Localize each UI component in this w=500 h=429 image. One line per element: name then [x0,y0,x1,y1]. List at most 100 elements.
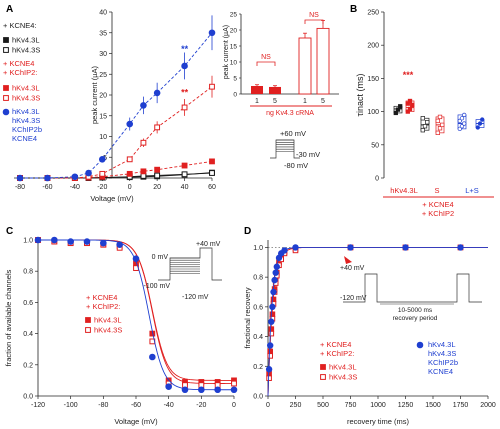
data-point [480,117,485,122]
y-axis-label: fraction of available channels [4,269,13,366]
x-tick-label: 0 [128,184,132,191]
legend-marker [320,364,326,370]
x-tick-label: -20 [97,184,107,191]
x-tick-label: 1250 [398,402,414,409]
data-point [475,125,480,130]
inset-x-tick-label: 1 [303,98,307,105]
legend-label: hKv4.3L [329,363,357,372]
panel-letter-d: D [244,226,251,237]
data-point [410,102,415,108]
y-tick-label: 0.4 [23,331,33,338]
data-point [459,124,465,129]
data-point [268,330,275,337]
sig-mark: ** [181,44,189,54]
data-point [459,116,465,121]
data-point [230,386,238,394]
group-label-line: + KChIP2 [422,209,454,218]
x-axis-label: Voltage (mV) [90,194,134,203]
fit-curve [267,246,488,397]
protocol-trace [270,139,300,159]
y-tick-label: 0.6 [23,300,33,307]
legend-header: + KCNE4+ KChIP2: [86,293,120,311]
data-point [116,241,123,248]
legend-label-blue-line: hKv4.3S [428,349,456,358]
data-point [395,107,401,112]
data-point [85,169,92,177]
sig-label: NS [261,54,271,61]
legend-header: + KCNE4+ KChIP2: [320,340,354,358]
sig-mark: ** [181,87,189,97]
data-point [462,112,467,118]
x-tick-label: -60 [131,402,141,409]
panel-c: -120 -100 -80 -60 -40 -20 0 0.0 0.2 0.4 0.6 0.8 1.0 V… [4,236,238,426]
data-point [214,386,221,394]
data-point [271,276,278,284]
data-point [209,83,215,90]
x-axis-label: Voltage (mV) [114,417,158,426]
y-tick-label: 25 [99,72,107,79]
legend-marker [416,341,424,349]
legend-marker [3,95,9,101]
inset-y-label: peak current (µA) [223,25,230,79]
x-tick-label: -100 [64,402,78,409]
data-point [393,110,398,116]
legend-header-line: + KChIP2: [320,349,354,358]
x-tick-label: 20 [153,184,161,191]
legend-header-line: + KCNE4 [86,293,117,302]
sig-bracket [304,19,324,24]
x-tick-label: -60 [42,184,52,191]
x-tick-label: 750 [345,402,357,409]
panel-d: 0 250 500 750 1000 1250 1500 1750 2000 0.0 0.2 0.4 0… [243,240,496,426]
y-tick-label: 200 [367,43,379,50]
data-point [181,386,189,394]
legend-label-blue-line: KChIP2b [12,125,42,134]
data-point [265,366,273,373]
inset-x-label: ng Kv4.3 cRNA [266,110,314,117]
protocol-label: 0 mV [152,254,169,261]
data-point [267,353,273,359]
legend-label: hKv4.3S [12,46,40,55]
legend-marker [320,374,326,380]
y-axis-label: fractional recovery [243,287,252,349]
data-point [269,303,276,311]
legend-label-blue-line: KCNE4 [12,134,37,143]
y-tick-label: 0.8 [253,275,263,282]
inset-x-tick-label: 1 [255,98,259,105]
sig-label: NS [309,12,319,19]
data-point [267,342,274,349]
data-point [407,98,413,104]
protocol-label: +60 mV [280,129,306,138]
y-tick-label: 0.0 [253,394,263,401]
data-point [457,118,462,124]
data-point [16,174,24,182]
legend-header-line: + KChIP2: [86,302,120,311]
y-tick-label: 20 [99,93,107,100]
y-tick-label: 0.2 [253,364,263,371]
inset-x-tick-label: 5 [321,98,325,105]
x-tick-label: -20 [196,402,206,409]
data-point [149,353,156,361]
x-tick-label: -40 [70,184,80,191]
data-point [154,124,161,131]
legend-label: hKv4.3S [329,373,357,382]
data-point [405,101,410,106]
data-point [422,124,428,129]
data-point [208,29,216,37]
fit-curve [38,239,235,391]
legend-header-2-line: + KCNE4 [3,59,34,68]
y-tick-label: 0.8 [23,269,33,276]
protocol-label: -120 mV [340,295,367,302]
series-line [20,86,213,179]
legend-marker [3,85,9,91]
protocol-label: +40 mV [196,241,221,248]
data-point [51,236,58,244]
y-tick-label: 0.0 [23,394,33,401]
data-point [420,116,425,121]
data-point [407,106,413,112]
y-tick-label: 30 [99,51,107,58]
data-point [457,126,462,132]
protocol-label: -30 mV [296,150,320,159]
data-point [165,383,172,390]
